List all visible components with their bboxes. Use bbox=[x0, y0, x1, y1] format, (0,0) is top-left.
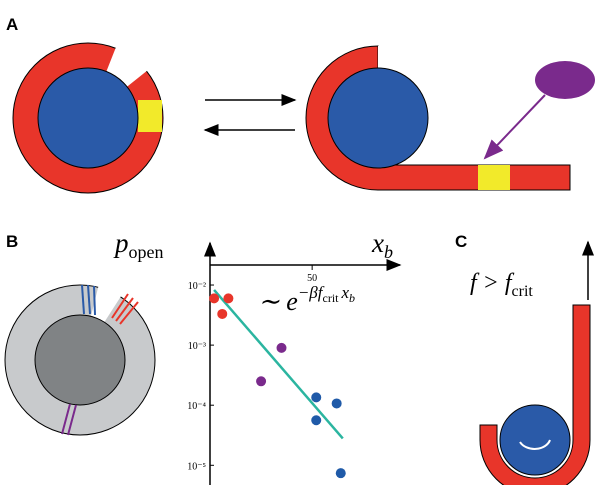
y-axis-label: popen bbox=[113, 228, 164, 262]
nucleosome-sites bbox=[5, 280, 155, 435]
x-tick-label: 50 bbox=[307, 273, 317, 284]
point bbox=[277, 343, 287, 353]
unwrapped-nucleosome bbox=[306, 46, 595, 190]
point bbox=[223, 293, 233, 303]
ann-exp-sub: crit bbox=[323, 291, 340, 305]
x-label-base: x bbox=[371, 228, 384, 258]
point bbox=[209, 293, 219, 303]
ann-exp: −βf bbox=[298, 283, 325, 302]
y-label-sub: open bbox=[129, 242, 164, 262]
ann-base: ∼ e bbox=[258, 287, 298, 316]
point bbox=[336, 468, 346, 478]
panel-label: B bbox=[6, 232, 18, 251]
y-tick-label: 10⁻⁵ bbox=[187, 461, 206, 472]
figure: A B C f > fcrit popen xb ∼ e−βfcritxb bbox=[0, 0, 614, 485]
point bbox=[311, 415, 321, 425]
y-tick-label: 10⁻⁴ bbox=[187, 401, 206, 412]
panel-label: A bbox=[6, 15, 18, 34]
point bbox=[311, 392, 321, 402]
wrapped-nucleosome bbox=[13, 42, 163, 193]
force-label: f > fcrit bbox=[470, 270, 533, 300]
x-axis-label: xb bbox=[371, 228, 393, 262]
force-base: f > f bbox=[470, 270, 515, 296]
point bbox=[217, 309, 227, 319]
y-tick-label: 10⁻³ bbox=[188, 341, 206, 352]
y-label-base: p bbox=[113, 228, 129, 258]
y-tick-label: 10⁻² bbox=[188, 281, 206, 292]
point bbox=[332, 398, 342, 408]
ann-exp-tail-sub: b bbox=[349, 291, 355, 305]
x-label-sub: b bbox=[384, 242, 393, 262]
point bbox=[256, 376, 266, 386]
panel-label: C bbox=[455, 232, 467, 251]
force-sub: crit bbox=[512, 283, 534, 300]
